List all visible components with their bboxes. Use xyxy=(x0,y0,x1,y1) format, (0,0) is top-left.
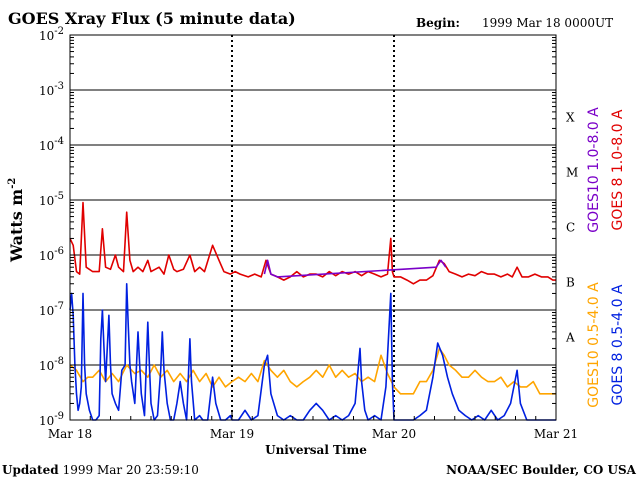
flare-class-label-x: X xyxy=(566,111,575,125)
legend: GOES10 1.0-8.0 A GOES10 0.5-4.0 A GOES 8 1… xyxy=(586,107,626,408)
y-tick-label: 10-9 xyxy=(39,411,64,428)
chart-title: GOES Xray Flux (5 minute data) xyxy=(8,9,296,28)
x-axis-ticks: Mar 18 Mar 19 Mar 20 Mar 21 xyxy=(48,412,578,441)
series-line-goes10-short xyxy=(69,347,556,395)
y-tick-label: 10-4 xyxy=(39,136,64,153)
legend-entry-goes8-short: GOES 8 0.5-4.0 A xyxy=(610,284,626,405)
x-tick-label: Mar 20 xyxy=(372,427,416,441)
updated-label: Updated xyxy=(2,463,59,477)
flare-class-label-m: M xyxy=(566,166,578,180)
y-tick-label-base: 10 xyxy=(39,359,54,373)
y-tick-label: 10-2 xyxy=(39,26,64,43)
y-tick-label-exponent: -8 xyxy=(54,356,64,367)
series-line-goes10-long xyxy=(263,259,447,278)
y-tick-label: 10-7 xyxy=(39,301,64,318)
y-tick-label-exponent: -4 xyxy=(54,136,64,147)
updated-value: 1999 Mar 20 23:59:10 xyxy=(63,463,199,477)
chart-series xyxy=(69,201,556,421)
y-tick-label: 10-5 xyxy=(39,191,64,208)
legend-entry-goes10-long: GOES10 1.0-8.0 A xyxy=(586,107,602,233)
y-tick-label-base: 10 xyxy=(39,304,54,318)
plot-border xyxy=(69,34,557,421)
y-tick-label-base: 10 xyxy=(39,194,54,208)
plot-frame xyxy=(69,34,557,421)
x-axis-label: Universal Time xyxy=(265,443,367,457)
footer-updated: Updated 1999 Mar 20 23:59:10 xyxy=(2,463,199,477)
y-axis-label: Watts m-2 xyxy=(7,178,26,263)
y-tick-label-exponent: -9 xyxy=(54,411,64,422)
series-line-goes8-long xyxy=(69,201,556,285)
begin-label: Begin: xyxy=(416,16,460,30)
legend-entry-goes10-short: GOES10 0.5-4.0 A xyxy=(586,282,602,408)
y-tick-label: 10-8 xyxy=(39,356,64,373)
flare-class-label-a: A xyxy=(565,331,575,345)
y-tick-label-exponent: -2 xyxy=(54,26,64,37)
y-tick-label-base: 10 xyxy=(39,249,54,263)
y-tick-label-base: 10 xyxy=(39,414,54,428)
flare-class-label-c: C xyxy=(566,221,575,235)
y-tick-label-exponent: -5 xyxy=(54,191,64,202)
x-tick-label: Mar 18 xyxy=(48,427,92,441)
x-tick-label: Mar 21 xyxy=(534,427,578,441)
y-axis-label-text: Watts m xyxy=(7,189,26,263)
y-axis-label-superscript: -2 xyxy=(7,178,18,189)
y-tick-label-exponent: -6 xyxy=(54,246,64,257)
y-tick-label-base: 10 xyxy=(39,84,54,98)
begin-value: 1999 Mar 18 0000UT xyxy=(482,16,613,30)
chart-grid xyxy=(70,35,556,420)
flare-class-labels: A B C M X xyxy=(565,111,578,345)
x-tick-label: Mar 19 xyxy=(210,427,254,441)
y-tick-label-base: 10 xyxy=(39,139,54,153)
y-tick-label-exponent: -3 xyxy=(54,81,64,92)
footer-credit: NOAA/SEC Boulder, CO USA xyxy=(446,463,637,477)
y-tick-label-exponent: -7 xyxy=(54,301,64,312)
y-tick-label: 10-6 xyxy=(39,246,64,263)
flare-class-label-b: B xyxy=(566,276,575,290)
y-tick-label-base: 10 xyxy=(39,29,54,43)
legend-entry-goes8-long: GOES 8 1.0-8.0 A xyxy=(610,109,626,230)
series-line-goes8-short xyxy=(69,283,556,421)
y-axis-ticks: 10-910-810-710-610-510-410-310-2 xyxy=(39,26,556,428)
y-tick-label: 10-3 xyxy=(39,81,64,98)
